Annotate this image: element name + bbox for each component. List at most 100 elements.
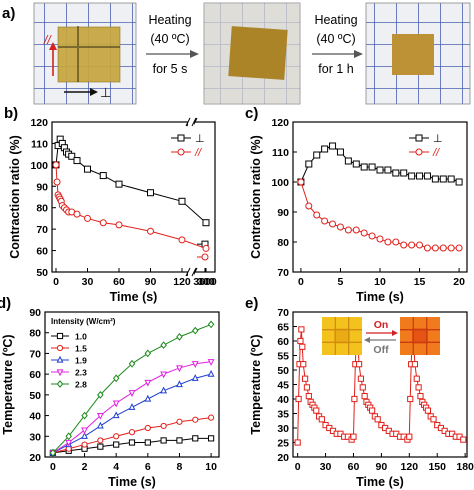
data-point xyxy=(160,386,168,394)
x-tick-label: 0 xyxy=(298,276,304,288)
legend-label: 2.8 xyxy=(75,380,87,390)
x-tick-label: 2 xyxy=(82,461,88,473)
annotation-on: On xyxy=(374,319,389,331)
legend-marker xyxy=(56,369,64,377)
step2-line1: Heating xyxy=(314,13,357,27)
film-sample xyxy=(228,26,288,80)
x-tick-label: 120 xyxy=(173,276,191,288)
data-point xyxy=(115,221,123,229)
photo-heated-1h xyxy=(365,2,471,105)
data-point xyxy=(392,238,400,246)
data-point xyxy=(128,429,136,436)
y-tick-label: 60 xyxy=(36,246,48,258)
data-point xyxy=(207,369,215,377)
data-point xyxy=(408,172,416,180)
data-point xyxy=(455,244,463,252)
data-point xyxy=(313,151,321,159)
data-point xyxy=(305,202,313,210)
data-point xyxy=(97,390,104,399)
data-point xyxy=(439,244,447,252)
data-point xyxy=(298,326,305,333)
data-point xyxy=(115,180,123,188)
data-point xyxy=(355,361,363,368)
data-point xyxy=(144,379,152,387)
data-point xyxy=(191,361,199,369)
data-point xyxy=(336,223,344,231)
axis-break-gap xyxy=(188,268,194,276)
y-tick-label: 20 xyxy=(277,452,289,464)
data-point xyxy=(305,160,313,168)
y-tick-label: 70 xyxy=(277,307,289,319)
data-point xyxy=(97,437,104,444)
data-point xyxy=(192,326,199,335)
data-point xyxy=(176,332,183,341)
data-point xyxy=(417,393,424,400)
x-tick-label: 60 xyxy=(113,276,125,288)
data-point xyxy=(176,365,183,373)
data-point xyxy=(321,145,329,153)
legend-label: // xyxy=(194,147,202,159)
panel-label: c) xyxy=(245,105,258,122)
data-point xyxy=(99,172,107,180)
data-point xyxy=(202,219,210,227)
data-point xyxy=(160,422,167,430)
y-tick-label: 55 xyxy=(277,351,289,363)
parallel-arrow-head xyxy=(49,42,57,50)
data-point xyxy=(447,175,455,183)
y-tick-label: 100 xyxy=(271,177,289,189)
data-point xyxy=(350,433,357,440)
legend-title: Intensity (W/cm²) xyxy=(51,317,116,326)
data-point xyxy=(207,359,215,366)
data-point xyxy=(415,384,422,391)
data-point xyxy=(178,236,186,244)
panel-label: d) xyxy=(0,295,11,312)
data-point xyxy=(368,163,376,171)
data-point xyxy=(160,437,167,444)
data-point xyxy=(65,432,72,441)
x-tick-label: 180 xyxy=(456,461,474,473)
series-line xyxy=(52,417,212,454)
data-point xyxy=(207,435,215,442)
y-axis-label: Temperature (ºC) xyxy=(1,334,15,434)
y-tick-label: 45 xyxy=(277,380,289,392)
data-point xyxy=(84,214,91,222)
data-point xyxy=(128,359,136,368)
x-axis-label: Time (s) xyxy=(356,475,404,489)
thermal-image-on xyxy=(400,317,440,355)
data-point xyxy=(81,441,88,448)
data-point xyxy=(147,189,154,197)
legend-marker xyxy=(56,332,64,340)
data-point xyxy=(431,244,439,252)
data-point xyxy=(313,211,321,219)
y-tick-label: 20 xyxy=(29,452,41,464)
data-point xyxy=(351,395,358,403)
legend-label: // xyxy=(432,147,440,159)
y-tick-label: 110 xyxy=(31,138,48,150)
x-tick-label: 90 xyxy=(376,461,388,473)
chart-d: d) 20 30 40 50 60 70 80 90 0 2 4 6 8 10 Time (s) Tempera… xyxy=(0,295,220,489)
data-point xyxy=(73,157,81,165)
x-tick-label: 30 xyxy=(82,276,94,288)
heating-step-1: Heating (40 ºC) for 5 s xyxy=(146,13,199,76)
x-tick-label: 120 xyxy=(401,461,419,473)
x-tick-label: 15 xyxy=(414,276,426,288)
data-point xyxy=(431,175,439,183)
photo-heated-5s xyxy=(203,2,301,105)
data-point xyxy=(176,418,183,425)
data-point xyxy=(416,241,424,249)
data-point xyxy=(99,219,107,227)
step2-line2: (40 ºC) xyxy=(316,32,355,46)
data-point xyxy=(191,374,199,381)
y-tick-label: 70 xyxy=(36,224,48,236)
data-point xyxy=(368,232,376,240)
legend-marker xyxy=(56,344,64,352)
data-point xyxy=(352,160,360,168)
data-point xyxy=(207,320,215,329)
legend-label: 1.5 xyxy=(75,344,87,354)
legend-marker xyxy=(56,380,64,388)
data-point xyxy=(423,172,431,180)
legend-marker xyxy=(415,148,423,156)
y-tick-label: 50 xyxy=(277,365,289,377)
data-point xyxy=(360,229,368,237)
